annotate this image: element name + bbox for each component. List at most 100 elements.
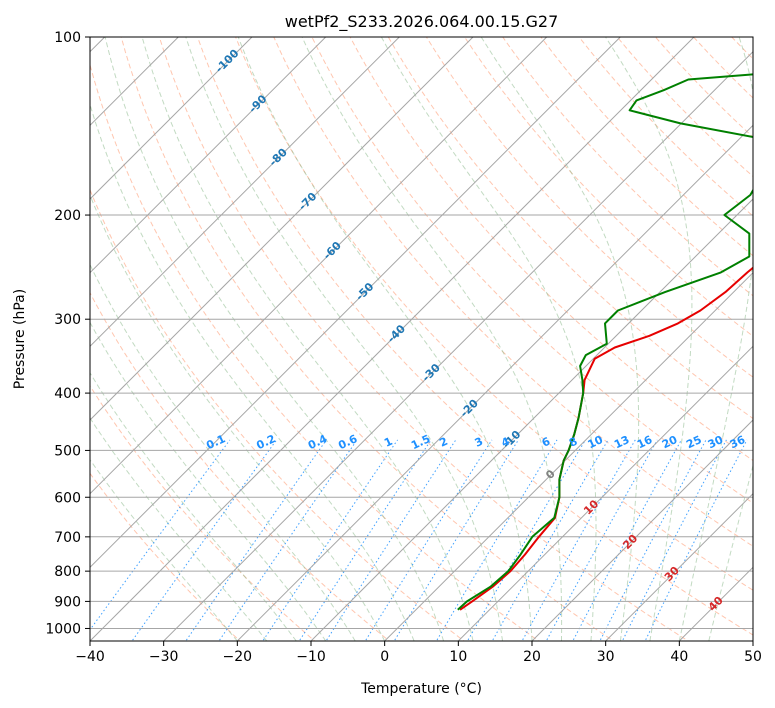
moist-adiabat-line: [605, 37, 693, 641]
moist-adiabat-line: [90, 371, 297, 641]
x-tick-label: 40: [670, 649, 688, 665]
mixing-ratio-line: [644, 439, 748, 641]
y-tick-label: 900: [54, 594, 81, 610]
temperature-profile-line: [459, 266, 753, 611]
mixing-ratio-label: 3: [473, 435, 485, 450]
mixing-ratio-line: [262, 439, 399, 641]
mixing-ratio-line: [572, 439, 682, 641]
isotherm-line: [90, 37, 695, 641]
y-axis: 100 200 300 400 500 600 700 800 900 1000: [45, 30, 90, 637]
moist-adiabat-line: [380, 37, 597, 641]
mixing-ratio-label: 16: [635, 433, 655, 451]
chart-title: wetPf2_S233.2026.064.00.15.G27: [285, 12, 559, 32]
x-tick-label: 50: [744, 649, 762, 665]
mixing-ratio-label: 6: [540, 435, 553, 450]
mixing-ratio-line: [491, 439, 609, 641]
x-axis: −40 −30 −20 −10 0 10 20 30 40 50: [75, 641, 762, 665]
x-tick-label: 20: [523, 649, 541, 665]
moist-adiabat-line: [678, 37, 753, 641]
x-tick-label: −40: [75, 649, 105, 665]
y-tick-label: 1000: [45, 621, 81, 637]
mixing-ratio-line: [90, 439, 231, 631]
isotherm-line: [90, 37, 253, 200]
dry-adiabat-line: [90, 472, 241, 641]
y-tick-label: 100: [54, 30, 81, 46]
plot-frame: [89, 36, 754, 642]
moist-adiabat-line: [708, 463, 753, 641]
dry-adiabat-line: [311, 37, 753, 504]
y-tick-label: 300: [54, 312, 81, 328]
x-tick-label: 10: [449, 649, 467, 665]
dry-adiabats: [90, 37, 775, 643]
mixing-ratio-line: [599, 439, 707, 641]
y-axis-title: Pressure (hPa): [12, 289, 28, 389]
mixing-ratio-label: 20: [660, 433, 680, 451]
y-tick-label: 200: [54, 208, 81, 224]
mixing-ratio-label: 30: [706, 433, 726, 451]
x-axis-title: Temperature (°C): [360, 681, 482, 697]
isotherm-line: [90, 37, 400, 348]
dry-adiabat-line: [90, 384, 316, 641]
dry-adiabat-line: [90, 188, 465, 641]
mixing-ratio-label: 25: [684, 433, 703, 451]
dry-adiabat-line: [273, 37, 753, 547]
mixing-ratio-line: [131, 439, 278, 641]
x-tick-label: 0: [380, 649, 389, 665]
mixing-ratio-labels: 0.1 0.2 0.4 0.6 1 1.5 2 3 4 6 8 10 13 16 20 25 30 36: [204, 432, 747, 452]
profile-series: [457, 73, 753, 611]
isotherm-line: [605, 492, 753, 641]
mixing-ratio-label: 13: [612, 433, 631, 451]
mixing-ratio-label: 2: [437, 435, 449, 450]
x-tick-label: 30: [597, 649, 615, 665]
mixing-ratio-line: [325, 439, 457, 641]
moist-adiabat-line: [90, 417, 268, 641]
moist-adiabats: [90, 37, 753, 641]
isotherm-line: [236, 124, 753, 641]
mixing-ratio-label: 1: [382, 435, 394, 450]
y-tick-label: 500: [54, 443, 81, 459]
mixing-ratio-line: [435, 439, 558, 641]
dry-adiabat-line: [197, 37, 753, 636]
y-tick-label: 700: [54, 530, 81, 546]
dry-adiabat-line: [770, 37, 775, 643]
isotherm-line: [384, 271, 753, 641]
isotherm-line: [90, 37, 548, 495]
plot-area: -100-90-80-70-60-50-40-30-20-10010203040…: [90, 37, 775, 643]
isotherm-line: [90, 37, 327, 274]
isotherm-line: [531, 419, 753, 641]
mixing-ratio-line: [298, 439, 432, 641]
isotherm-label: 30: [662, 564, 682, 584]
mixing-ratio-label: 36: [728, 433, 748, 451]
moist-adiabat-line: [90, 321, 327, 641]
moist-adiabat-line: [90, 102, 415, 641]
dry-adiabat-line: [655, 37, 753, 138]
mixing-ratio-label: 10: [586, 433, 606, 451]
x-tick-label: −20: [223, 649, 253, 665]
moist-adiabat-line: [237, 37, 533, 641]
dry-adiabat-line: [90, 291, 391, 641]
pressure-gridlines: [90, 37, 753, 629]
x-tick-label: −30: [149, 649, 179, 665]
dry-adiabat-line: [540, 37, 753, 257]
mixing-ratio-label: 0.2: [254, 432, 277, 452]
mixing-ratio-label: 0.4: [306, 432, 329, 452]
isotherm-line: [163, 50, 753, 641]
dry-adiabat-line: [425, 37, 753, 378]
dry-adiabat-line: [349, 37, 753, 462]
dry-adiabat-line: [235, 37, 753, 591]
x-tick-label: −10: [296, 649, 326, 665]
isotherm-line: [457, 345, 753, 641]
moist-adiabat-line: [90, 193, 386, 641]
y-tick-label: 600: [54, 490, 81, 506]
moist-adiabat-line: [185, 37, 503, 641]
isotherm-line: [310, 198, 753, 641]
mixing-ratio-line: [364, 439, 493, 641]
moist-adiabat-line: [301, 37, 563, 641]
isotherm-line: [90, 37, 474, 421]
moist-adiabat-line: [104, 37, 445, 641]
dry-adiabat-line: [616, 37, 753, 178]
moist-adiabat-line: [90, 458, 238, 641]
isotherm-line: [90, 37, 621, 569]
